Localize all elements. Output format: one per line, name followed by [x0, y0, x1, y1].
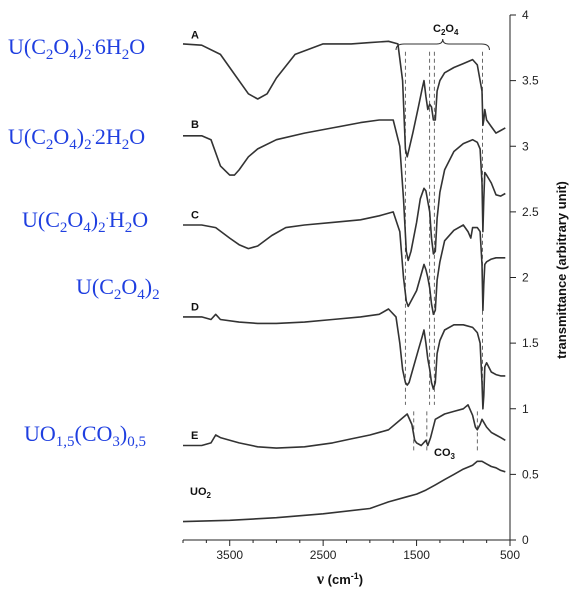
- x-axis-title: ν (cm-1): [316, 571, 363, 588]
- oxalate-brace: [395, 38, 490, 51]
- series-line-B: [183, 119, 506, 262]
- formula-B: U(C2O4)2.2H2O: [8, 124, 145, 153]
- x-tick-label: 1500: [403, 548, 430, 562]
- y-tick-label: 1.5: [522, 336, 539, 350]
- plot-area: 3500 2500 1500 500 0 0.5 1 1.5 2 2.5 3 3.5 4: [182, 8, 539, 562]
- x-tick-label: 2500: [310, 548, 337, 562]
- y-tick-label: 3.5: [522, 74, 539, 88]
- formula-E: UO1,5(CO3)0,5: [24, 421, 146, 450]
- series-label-A: A: [191, 30, 199, 42]
- y-tick-label: 0.5: [522, 467, 539, 481]
- series-label-B: B: [191, 119, 199, 131]
- series-label-UO2: UO2: [190, 486, 212, 500]
- series-line-UO2: [182, 460, 506, 523]
- oxalate-band-label: C2O4: [433, 23, 459, 37]
- y-ticks: 0 0.5 1 1.5 2 2.5 3 3.5 4: [510, 8, 539, 547]
- formula-D: U(C2O4)2: [76, 274, 160, 303]
- series-letters: A B C D E: [191, 30, 199, 442]
- x-tick-label: 500: [500, 548, 520, 562]
- y-tick-label: 1: [522, 402, 529, 416]
- series-label-D: D: [191, 301, 199, 313]
- series-group: [182, 40, 506, 523]
- x-ticks: 3500 2500 1500 500: [182, 540, 520, 562]
- formula-A: U(C2O4)2.6H2O: [8, 34, 145, 63]
- formula-C: U(C2O4)2.H2O: [22, 207, 148, 236]
- y-tick-label: 3: [522, 139, 529, 153]
- y-tick-label: 2: [522, 271, 529, 285]
- series-label-C: C: [191, 210, 199, 222]
- carbonate-band-label: CO3: [434, 447, 456, 461]
- series-line-C: [183, 211, 506, 316]
- series-line-D: [183, 308, 506, 410]
- y-tick-label: 2.5: [522, 205, 539, 219]
- x-tick-label: 3500: [216, 548, 243, 562]
- y-tick-label: 4: [522, 8, 529, 22]
- series-label-E: E: [191, 430, 198, 442]
- y-tick-label: 0: [522, 533, 529, 547]
- series-line-A: [182, 40, 506, 158]
- series-line-E: [183, 404, 506, 449]
- y-axis-title: transmittance (arbitrary unit): [554, 181, 569, 359]
